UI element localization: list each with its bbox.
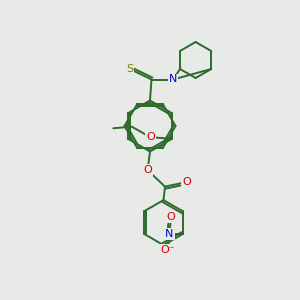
Text: O: O	[167, 212, 176, 222]
Text: O⁻: O⁻	[161, 245, 175, 255]
Text: N: N	[169, 74, 177, 85]
Bar	[117, 93, 183, 159]
Text: O: O	[146, 132, 155, 142]
Text: N: N	[169, 74, 177, 85]
Text: N: N	[165, 229, 174, 239]
Text: O: O	[182, 177, 191, 187]
Text: S: S	[126, 64, 134, 74]
Text: O: O	[143, 165, 152, 175]
Text: N: N	[165, 229, 174, 239]
